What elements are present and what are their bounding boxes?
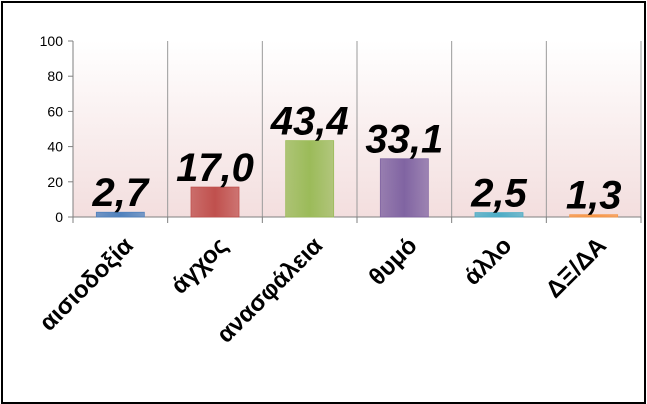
y-tick-label: 40 [47, 139, 63, 155]
bar-4 [379, 158, 429, 218]
bar-6 [569, 214, 619, 218]
y-tick-label: 60 [47, 103, 63, 119]
y-tick-label: 80 [47, 68, 63, 84]
bar-1 [95, 211, 145, 218]
data-label: 2,5 [470, 172, 527, 216]
category-label: θυμό [364, 232, 423, 291]
bar-3 [285, 140, 335, 218]
category-label: άγχος [166, 232, 233, 299]
data-label: 1,3 [566, 174, 622, 218]
y-tick-label: 20 [47, 174, 63, 190]
category-label: άλλο [459, 232, 518, 291]
bar-5 [474, 212, 524, 218]
y-tick-label: 0 [55, 209, 63, 225]
data-label: 17,0 [176, 146, 254, 190]
data-label: 33,1 [365, 118, 443, 162]
bar-2 [190, 186, 240, 218]
y-tick-label: 100 [40, 33, 64, 49]
category-label: αισιοδοξία [34, 232, 138, 336]
data-label: 43,4 [270, 100, 349, 144]
category-label: ΔΞ/ΔΑ [541, 232, 612, 303]
data-label: 2,7 [92, 171, 150, 215]
